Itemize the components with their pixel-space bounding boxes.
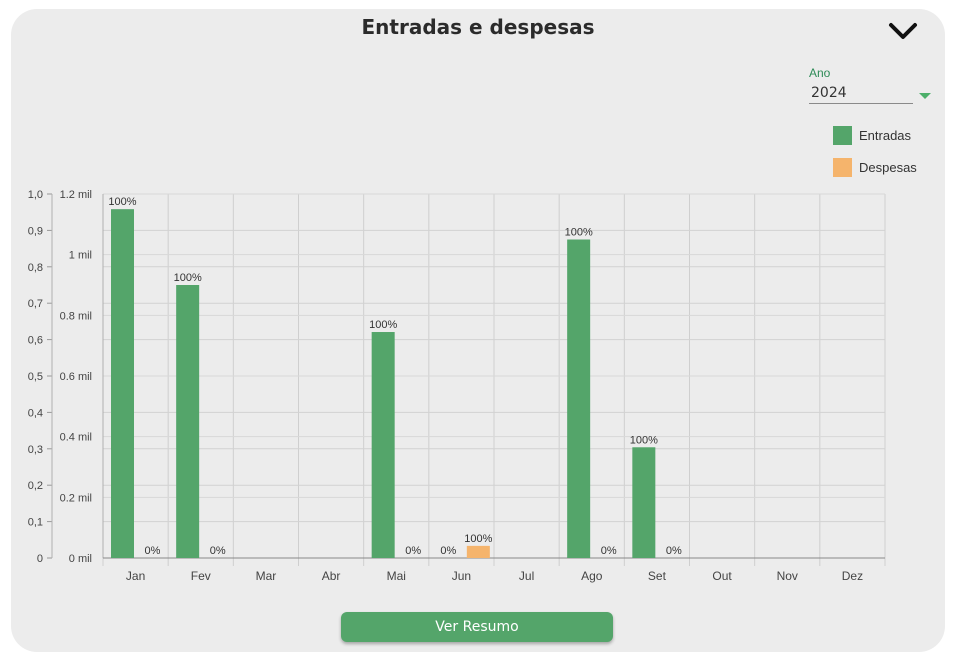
- ver-resumo-button[interactable]: Ver Resumo: [341, 612, 613, 642]
- y-axis-left-tick-label: 0,1: [28, 517, 43, 529]
- y-axis-left-tick-label: 0,3: [28, 444, 43, 456]
- card-title: Entradas e despesas: [361, 15, 595, 39]
- x-axis-tick-label: Fev: [191, 569, 211, 583]
- legend-swatch-despesas: [833, 158, 852, 177]
- y-axis-left-tick-label: 1,0: [28, 189, 43, 201]
- data-label-entradas-jun: 0%: [440, 545, 456, 557]
- bar-entradas-fev: [176, 285, 200, 558]
- x-axis-tick-label: Set: [648, 569, 667, 583]
- year-select-underline: [809, 103, 913, 104]
- data-label-despesas-mai: 0%: [405, 545, 421, 557]
- data-label-entradas-jan: 100%: [108, 196, 136, 208]
- chart-card: Entradas e despesas Ano 2024 Entradas De…: [11, 9, 945, 652]
- data-label-despesas-jun: 100%: [464, 533, 492, 545]
- x-axis-tick-label: Jun: [452, 569, 471, 583]
- legend-label-despesas: Despesas: [859, 160, 917, 175]
- y-axis-left-tick-label: 0: [37, 553, 43, 565]
- data-label-entradas-ago: 100%: [565, 227, 593, 239]
- bar-entradas-mai: [371, 332, 395, 558]
- y-axis-value-tick-label: 1.2 mil: [60, 189, 92, 201]
- y-axis-left-tick-label: 0,4: [28, 407, 43, 419]
- y-axis-left-tick-label: 0,2: [28, 480, 43, 492]
- bar-entradas-set: [632, 447, 656, 558]
- x-axis-tick-label: Out: [712, 569, 732, 583]
- bar-entradas-ago: [567, 239, 591, 558]
- data-label-despesas-fev: 0%: [210, 545, 226, 557]
- x-axis-tick-label: Mai: [387, 569, 406, 583]
- legend-swatch-entradas: [833, 126, 852, 145]
- caret-down-icon[interactable]: [919, 93, 931, 99]
- chevron-down-icon[interactable]: [888, 21, 918, 41]
- y-axis-left-tick-label: 0,6: [28, 335, 43, 347]
- y-axis-value-tick-label: 0.4 mil: [60, 432, 92, 444]
- y-axis-left-tick-label: 0,5: [28, 371, 43, 383]
- bar-despesas-jun: [466, 545, 490, 558]
- year-select[interactable]: Ano 2024: [809, 65, 934, 105]
- data-label-entradas-set: 100%: [630, 434, 658, 446]
- y-axis-value-tick-label: 0 mil: [69, 553, 92, 565]
- y-axis-left-tick-label: 0,7: [28, 298, 43, 310]
- y-axis-value-tick-label: 0.2 mil: [60, 492, 92, 504]
- y-axis-left-tick-label: 0,8: [28, 262, 43, 274]
- data-label-despesas-set: 0%: [666, 545, 682, 557]
- x-axis-tick-label: Mar: [256, 569, 277, 583]
- y-axis-value-tick-label: 0.8 mil: [60, 310, 92, 322]
- x-axis-tick-label: Abr: [322, 569, 341, 583]
- year-select-value: 2024: [811, 85, 847, 101]
- year-select-label: Ano: [809, 66, 831, 80]
- bar-entradas-jan: [111, 209, 134, 558]
- x-axis-tick-label: Nov: [777, 569, 798, 583]
- x-axis-tick-label: Ago: [581, 569, 603, 583]
- y-axis-left-tick-label: 0,9: [28, 225, 43, 237]
- legend-label-entradas: Entradas: [859, 128, 912, 143]
- data-label-entradas-mai: 100%: [369, 319, 397, 331]
- y-axis-value-tick-label: 1 mil: [69, 250, 92, 262]
- bar-chart: 0 0,1 0,2 0,3 0,4 0,5 0,6 0,7 0,8 0,9 1,0 0 mil 0.2 …: [28, 189, 886, 583]
- data-label-despesas-jan: 0%: [145, 545, 161, 557]
- data-label-despesas-ago: 0%: [601, 545, 617, 557]
- x-axis-tick-label: Jul: [519, 569, 534, 583]
- x-axis-tick-label: Dez: [842, 569, 863, 583]
- data-label-entradas-fev: 100%: [174, 272, 202, 284]
- x-axis-tick-label: Jan: [126, 569, 145, 583]
- y-axis-value-tick-label: 0.6 mil: [60, 371, 92, 383]
